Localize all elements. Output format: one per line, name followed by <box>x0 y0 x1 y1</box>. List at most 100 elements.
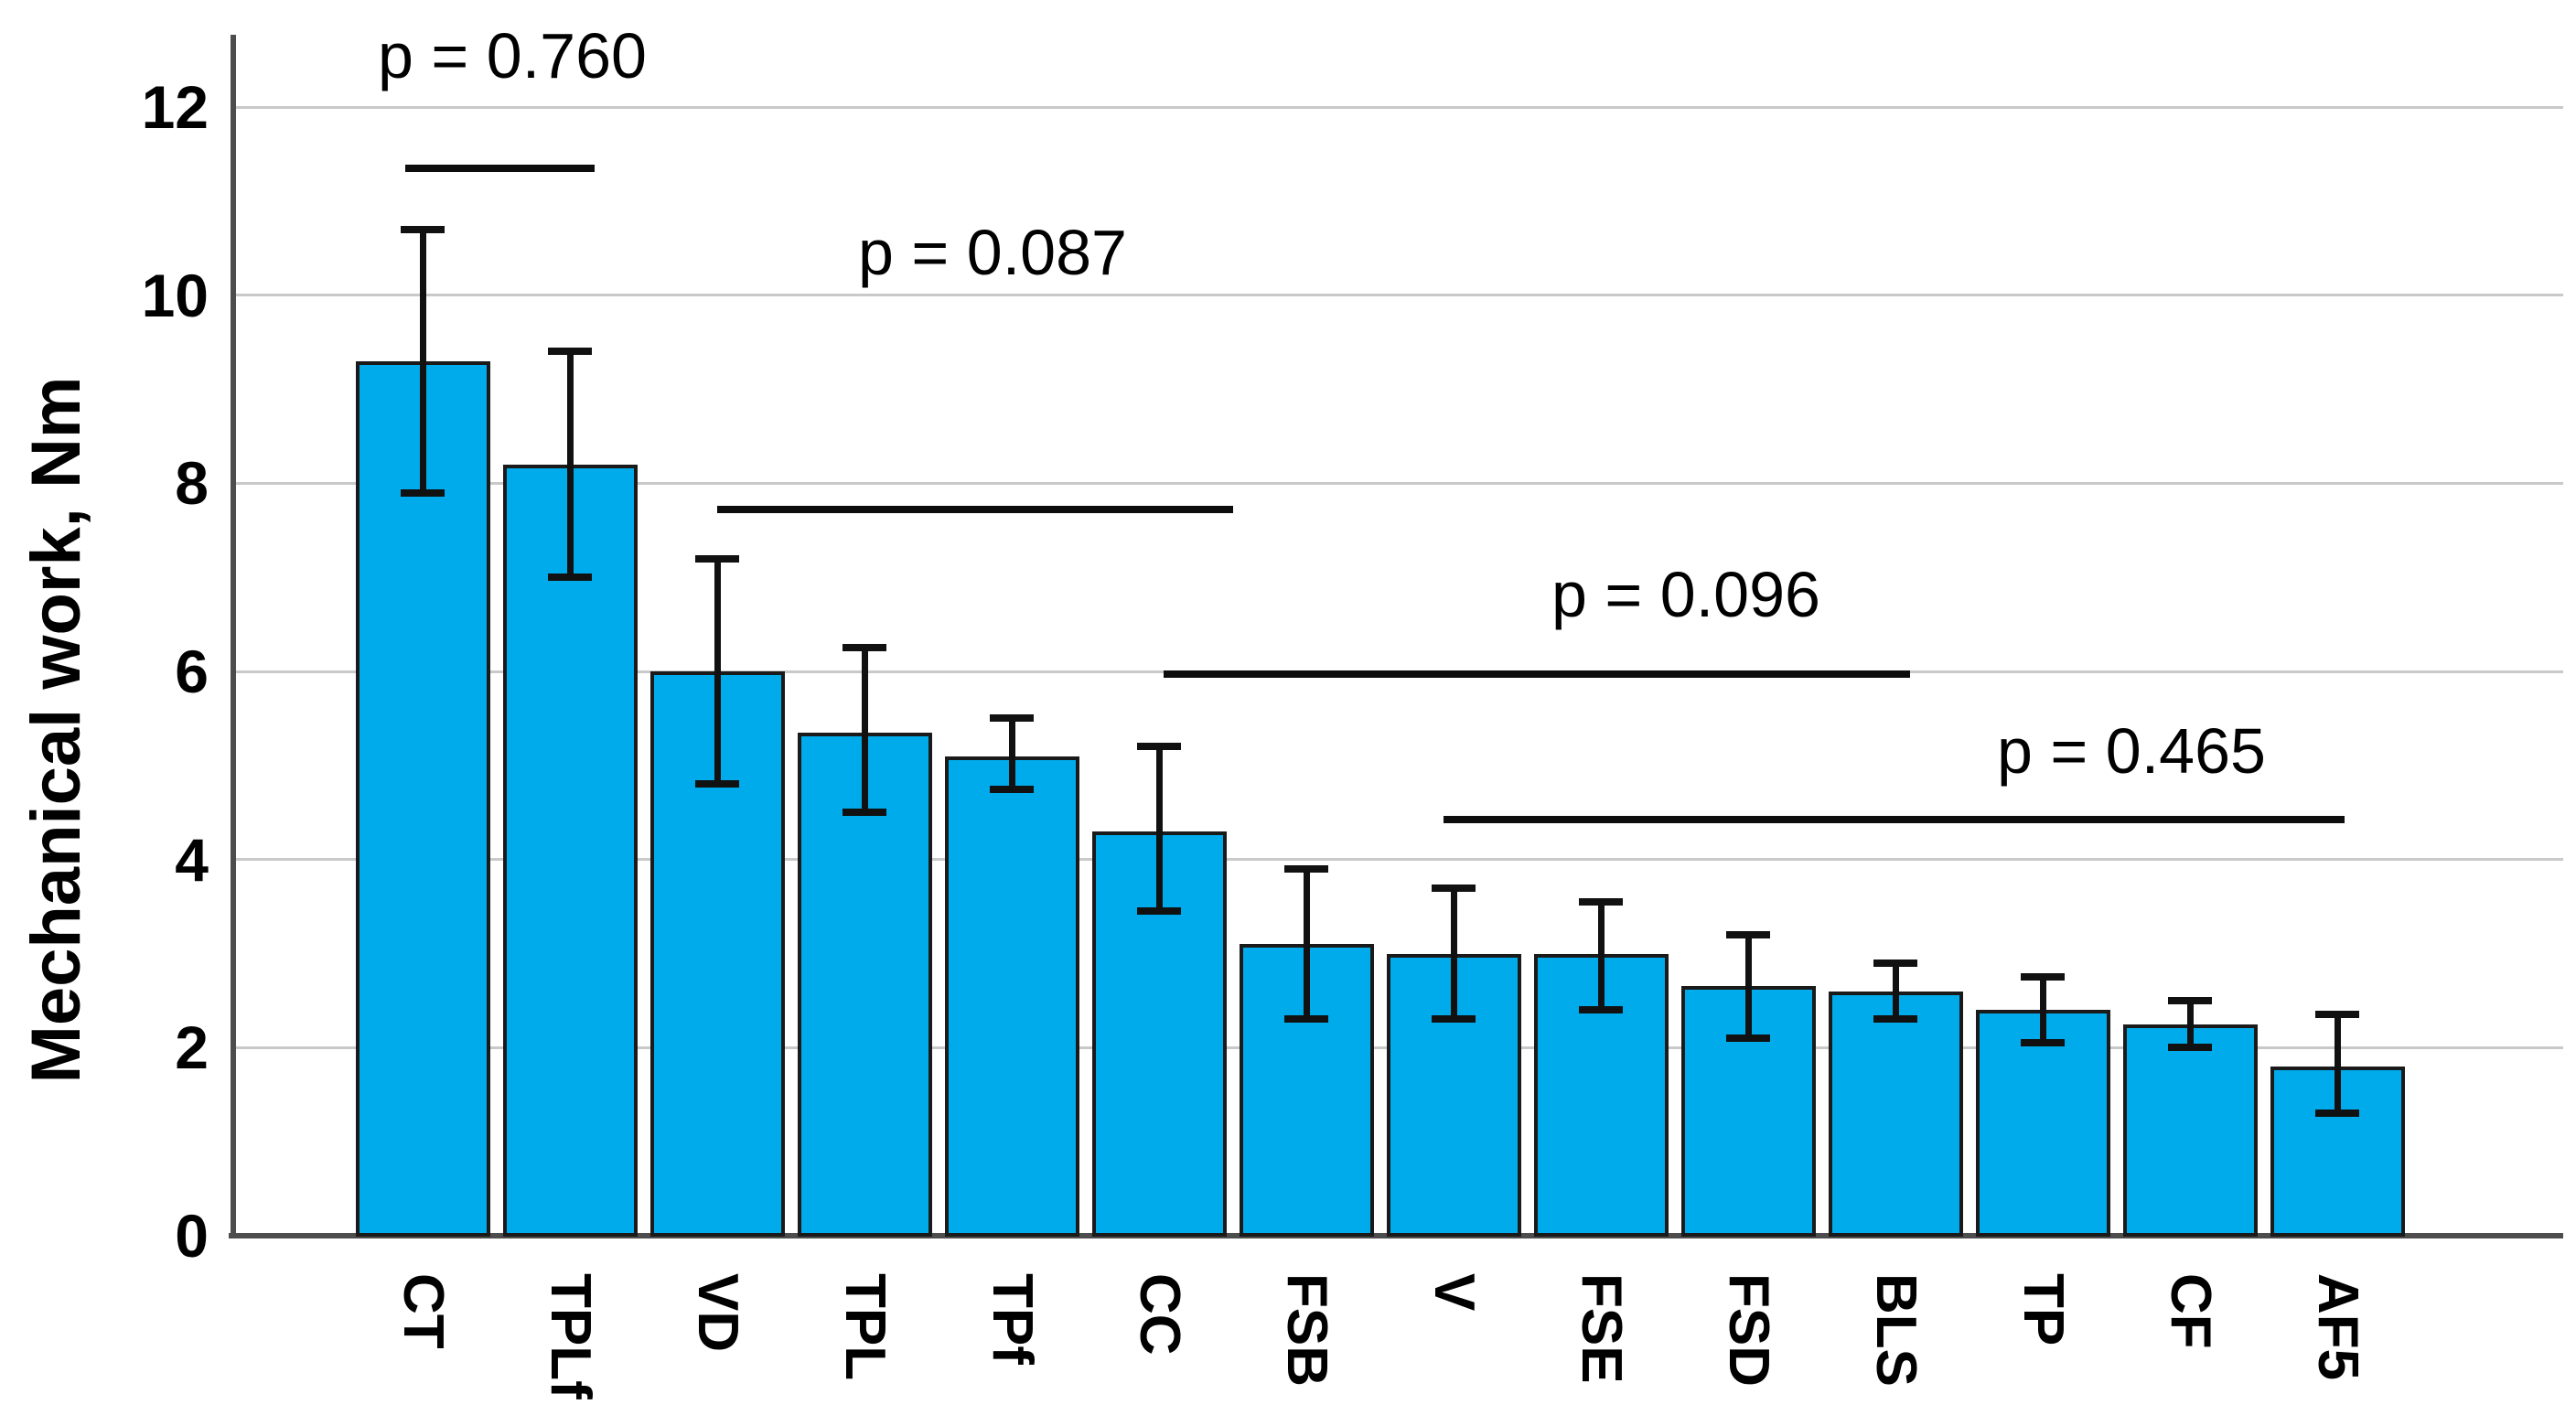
error-bar-CT <box>419 229 426 493</box>
error-bar-cap-top-V <box>1432 884 1476 892</box>
y-axis-line <box>231 35 236 1238</box>
error-bar-cap-top-CC <box>1137 743 1181 751</box>
error-bar-AF5 <box>2334 1014 2341 1114</box>
gridline-y12 <box>233 105 2563 109</box>
bar-TPL <box>797 732 932 1237</box>
error-bar-cap-top-VD <box>695 554 739 563</box>
x-category-label-text-BLS: BLS <box>1864 1273 1927 1387</box>
x-category-label-TPLf: TPLf <box>536 1273 604 1404</box>
x-category-label-text-VD: VD <box>686 1273 749 1353</box>
x-category-label-FSD: FSD <box>1714 1273 1782 1391</box>
error-bar-TP <box>2039 977 2046 1044</box>
x-category-label-text-FSB: FSB <box>1275 1273 1338 1387</box>
y-tick-label-10: 10 <box>141 261 209 329</box>
y-tick-label-4: 4 <box>175 825 209 894</box>
significance-label-2: p = 0.087 <box>858 217 1127 288</box>
error-bar-cap-top-TPL <box>843 644 886 652</box>
error-bar-cap-top-TP <box>2021 973 2065 981</box>
error-bar-cap-bottom-TP <box>2021 1039 2065 1047</box>
error-bar-CC <box>1155 746 1163 912</box>
y-tick-label-2: 2 <box>175 1013 209 1082</box>
significance-line-4 <box>1443 816 2345 824</box>
bar-TPf <box>944 756 1079 1237</box>
error-bar-BLS <box>1892 962 1899 1020</box>
y-axis-title: Mechanical work, Nm <box>17 376 95 1084</box>
bar-CF <box>2122 1024 2258 1237</box>
error-bar-cap-bottom-FSE <box>1579 1006 1623 1014</box>
error-bar-cap-top-AF5 <box>2315 1011 2359 1019</box>
x-category-label-BLS: BLS <box>1862 1273 1929 1391</box>
bar-BLS <box>1828 991 1963 1237</box>
error-bar-cap-bottom-CT <box>401 488 445 497</box>
x-category-label-CF: CF <box>2156 1273 2224 1354</box>
error-bar-FSE <box>1597 901 1605 1011</box>
x-category-label-VD: VD <box>683 1273 751 1356</box>
x-category-label-FSE: FSE <box>1567 1273 1635 1388</box>
error-bar-V <box>1450 887 1457 1020</box>
significance-label-3: p = 0.096 <box>1551 559 1820 630</box>
error-bar-cap-top-FSB <box>1284 864 1328 873</box>
x-category-label-text-CC: CC <box>1128 1273 1191 1356</box>
x-category-label-text-V: V <box>1422 1273 1486 1312</box>
error-bar-cap-bottom-TPLf <box>548 574 592 582</box>
x-category-label-AF5: AF5 <box>2303 1273 2371 1385</box>
bar-TPLf <box>502 464 638 1237</box>
error-bar-FSD <box>1744 934 1752 1039</box>
error-bar-TPf <box>1008 718 1015 789</box>
x-category-label-text-FSD: FSD <box>1717 1273 1780 1387</box>
error-bar-cap-bottom-FSB <box>1284 1015 1328 1024</box>
significance-line-3 <box>1163 670 1911 679</box>
significance-line-2 <box>717 506 1233 514</box>
error-bar-cap-top-CF <box>2168 996 2212 1004</box>
y-tick-label-8: 8 <box>175 449 209 518</box>
y-tick-label-0: 0 <box>175 1202 209 1270</box>
x-category-label-CC: CC <box>1125 1273 1193 1360</box>
y-tick-label-6: 6 <box>175 638 209 705</box>
significance-label-1: p = 0.760 <box>378 20 647 91</box>
x-category-label-TP: TP <box>2009 1273 2077 1350</box>
x-category-label-V: V <box>1420 1273 1487 1315</box>
error-bar-cap-top-TPLf <box>548 348 592 356</box>
x-category-label-FSB: FSB <box>1272 1273 1340 1391</box>
error-bar-cap-top-BLS <box>1873 959 1917 967</box>
error-bar-cap-bottom-TPf <box>990 785 1034 793</box>
error-bar-TPL <box>861 648 868 813</box>
bar-VD <box>649 671 785 1237</box>
error-bar-cap-top-TPf <box>990 714 1034 723</box>
error-bar-cap-bottom-BLS <box>1873 1015 1917 1024</box>
error-bar-cap-bottom-CF <box>2168 1044 2212 1052</box>
gridline-y10 <box>233 294 2563 297</box>
x-category-label-text-AF5: AF5 <box>2306 1273 2369 1381</box>
x-category-label-TPL: TPL <box>831 1273 898 1385</box>
error-bar-CF <box>2186 1000 2194 1048</box>
significance-line-1 <box>404 164 596 172</box>
significance-label-4: p = 0.465 <box>1997 715 2266 787</box>
gridline-y4 <box>233 858 2563 862</box>
error-bar-cap-bottom-VD <box>695 780 739 788</box>
x-category-label-text-TPLf: TPLf <box>539 1273 602 1399</box>
x-category-label-TPf: TPf <box>978 1273 1046 1369</box>
error-bar-cap-top-CT <box>401 225 445 233</box>
x-category-label-text-CF: CF <box>2159 1273 2222 1349</box>
x-category-label-text-TPL: TPL <box>833 1273 896 1381</box>
error-bar-cap-bottom-FSD <box>1726 1035 1770 1043</box>
error-bar-cap-bottom-CC <box>1137 907 1181 916</box>
error-bar-FSB <box>1303 868 1310 1020</box>
error-bar-TPLf <box>566 351 574 578</box>
error-bar-cap-top-FSE <box>1579 897 1623 906</box>
x-category-label-text-TPf: TPf <box>981 1273 1044 1365</box>
y-tick-label-12: 12 <box>141 73 209 141</box>
x-category-label-text-TP: TP <box>2012 1273 2075 1346</box>
bar-FSD <box>1680 986 1816 1237</box>
error-bar-cap-bottom-TPL <box>843 809 886 817</box>
error-bar-cap-top-FSD <box>1726 930 1770 938</box>
x-category-label-CT: CT <box>389 1273 456 1354</box>
error-bar-cap-bottom-V <box>1432 1015 1476 1024</box>
x-category-label-text-CT: CT <box>392 1273 455 1349</box>
bar-CT <box>355 360 490 1237</box>
gridline-y8 <box>233 481 2563 485</box>
error-bar-VD <box>714 558 721 785</box>
x-category-label-text-FSE: FSE <box>1570 1273 1633 1384</box>
error-bar-cap-bottom-AF5 <box>2315 1110 2359 1118</box>
